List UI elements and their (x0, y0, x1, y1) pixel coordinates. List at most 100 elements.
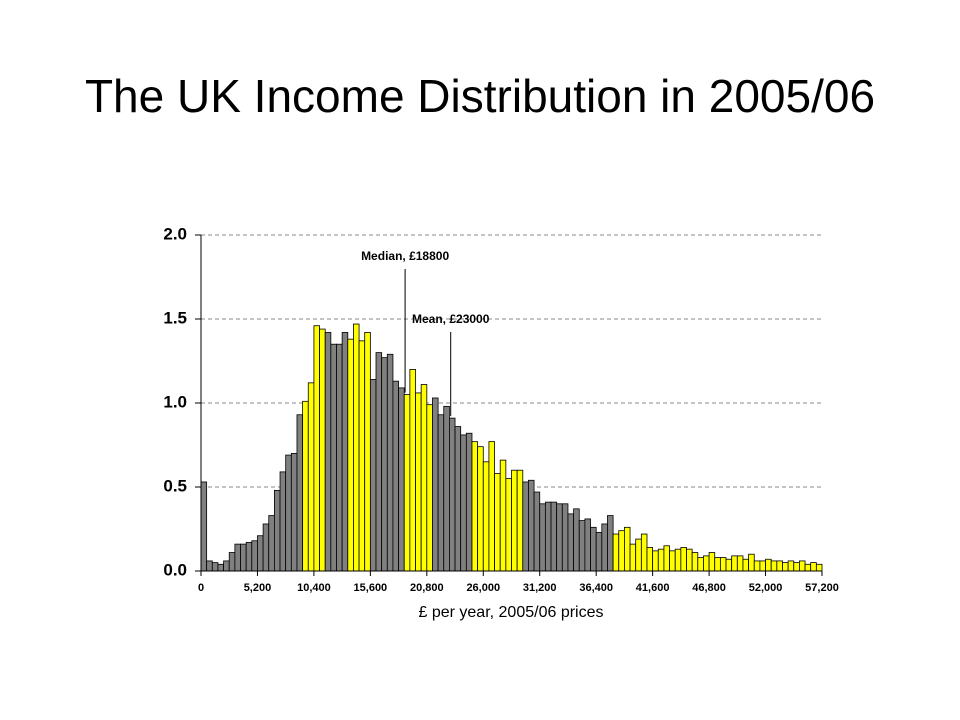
bar (319, 328, 326, 572)
bar (415, 392, 422, 572)
bar (426, 404, 433, 572)
bar (522, 481, 529, 572)
bar (223, 560, 230, 572)
bar (590, 526, 597, 572)
bar (386, 353, 394, 572)
bar (296, 414, 304, 572)
bar (392, 380, 399, 572)
bar (629, 543, 637, 572)
bar (369, 379, 377, 572)
bar (618, 530, 625, 572)
bar (290, 452, 298, 572)
x-tick-label: 10,400 (297, 582, 331, 594)
bar (561, 503, 569, 572)
bar (652, 550, 659, 572)
bar (234, 543, 241, 572)
bar (776, 560, 783, 572)
x-tick-label: 20,800 (410, 582, 444, 594)
bar (257, 535, 264, 572)
bar (725, 558, 733, 572)
bar (488, 441, 495, 572)
bar (341, 332, 349, 572)
x-axis-label: £ per year, 2005/06 prices (418, 604, 603, 621)
bar (353, 323, 360, 572)
bar (719, 557, 727, 572)
bar (782, 562, 789, 572)
bar (533, 491, 541, 572)
x-tick-label: 31,200 (523, 582, 557, 594)
bar (511, 469, 518, 572)
bar (799, 560, 806, 572)
bar (753, 560, 761, 572)
bar (494, 473, 501, 572)
bar (302, 400, 309, 572)
bar (262, 523, 270, 572)
bar (330, 343, 337, 572)
bar (550, 501, 558, 572)
bar (279, 471, 287, 572)
bar (375, 352, 383, 572)
bar (804, 563, 812, 572)
bar (759, 560, 766, 572)
bar (420, 384, 428, 572)
bar (640, 533, 648, 572)
y-tick-label: 0.5 (163, 476, 187, 495)
bar (364, 332, 371, 572)
bar (584, 518, 591, 572)
bar (691, 552, 699, 572)
bar (528, 479, 535, 572)
bar (663, 545, 670, 572)
bar (748, 553, 755, 572)
bar (810, 562, 817, 572)
bar (200, 481, 208, 572)
y-tick-label: 1.5 (163, 308, 187, 327)
bar (358, 340, 366, 572)
y-tick-label: 2.0 (163, 224, 187, 243)
bar (403, 394, 411, 572)
chart-title: The UK Income Distribution in 2005/06 (84, 70, 876, 122)
bar (347, 338, 354, 572)
bar (635, 538, 642, 572)
bar (505, 478, 512, 572)
bar (307, 382, 315, 572)
bar (245, 542, 253, 572)
bar (381, 357, 388, 572)
annotation: Mean, £23000 (412, 312, 490, 326)
bar (336, 343, 343, 572)
y-tick-label: 0.0 (163, 560, 187, 579)
bar (697, 557, 704, 572)
bar (657, 548, 665, 572)
bar (612, 533, 620, 572)
x-tick-label: 46,800 (692, 582, 726, 594)
bar (398, 387, 405, 572)
bar (607, 515, 614, 572)
bar (251, 540, 258, 572)
bar (313, 325, 320, 572)
bar (567, 513, 574, 572)
bar (765, 558, 772, 572)
x-tick-label: 5,200 (244, 582, 272, 594)
bar (454, 426, 462, 572)
bar (482, 461, 490, 572)
bar (714, 557, 721, 572)
bar (448, 417, 456, 572)
bar (686, 548, 693, 572)
bar (285, 454, 292, 572)
bar (228, 552, 236, 572)
bar (601, 523, 608, 572)
bar (240, 543, 247, 572)
bar (217, 563, 224, 572)
bar (708, 552, 716, 572)
bar (770, 560, 778, 572)
bar (680, 547, 687, 572)
bar (477, 446, 484, 572)
bar (539, 503, 546, 572)
bar (595, 531, 603, 572)
bar (443, 405, 450, 572)
bar (674, 548, 682, 572)
x-tick-label: 52,000 (749, 582, 783, 594)
bar (471, 441, 479, 572)
bar (544, 501, 552, 572)
bar (409, 368, 416, 572)
